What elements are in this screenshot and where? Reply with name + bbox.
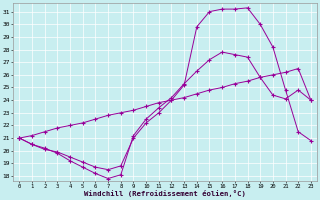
X-axis label: Windchill (Refroidissement éolien,°C): Windchill (Refroidissement éolien,°C) xyxy=(84,190,246,197)
